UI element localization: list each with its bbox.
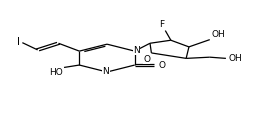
Text: F: F <box>159 20 164 29</box>
Text: HO: HO <box>49 68 63 77</box>
Text: O: O <box>143 55 150 64</box>
Text: OH: OH <box>228 54 242 63</box>
Text: OH: OH <box>211 30 225 39</box>
Text: I: I <box>17 37 19 47</box>
Text: N: N <box>133 46 140 55</box>
Text: O: O <box>159 60 166 70</box>
Text: N: N <box>103 67 109 76</box>
